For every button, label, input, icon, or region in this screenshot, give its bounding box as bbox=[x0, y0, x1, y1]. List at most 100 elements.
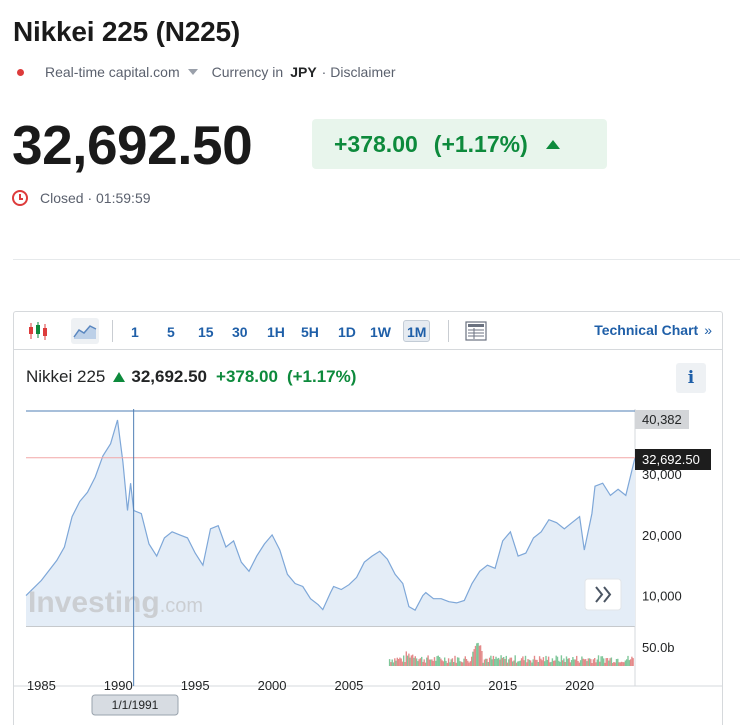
volume-bar bbox=[583, 659, 586, 666]
interval-1d[interactable]: 1D bbox=[338, 324, 356, 340]
volume-bar bbox=[569, 662, 571, 666]
volume-bar bbox=[524, 655, 527, 666]
volume-bar bbox=[496, 658, 498, 666]
volume-bar bbox=[414, 656, 416, 666]
price-line bbox=[25, 419, 636, 612]
x-tick-label: 2010 bbox=[411, 678, 440, 693]
volume-bar bbox=[481, 651, 483, 666]
volume-bar bbox=[444, 657, 446, 666]
live-dot-icon bbox=[17, 68, 24, 76]
volume-bar bbox=[487, 662, 489, 666]
volume-bar bbox=[410, 655, 413, 666]
volume-bar bbox=[554, 660, 556, 666]
volume-bar bbox=[518, 661, 520, 666]
volume-bar bbox=[433, 657, 436, 666]
interval-1[interactable]: 1 bbox=[131, 324, 139, 340]
volume-bar bbox=[504, 659, 506, 666]
volume-bar bbox=[553, 660, 555, 666]
interval-15[interactable]: 15 bbox=[198, 324, 214, 340]
volume-bar bbox=[462, 662, 464, 666]
volume-bar bbox=[446, 662, 448, 666]
volume-bar bbox=[515, 662, 518, 666]
volume-bar bbox=[503, 657, 505, 666]
volume-bar bbox=[574, 659, 577, 666]
volume-bar bbox=[601, 656, 604, 666]
volume-bar bbox=[627, 655, 629, 666]
volume-bar bbox=[460, 661, 463, 666]
volume-bar bbox=[396, 657, 398, 666]
volume-bar bbox=[469, 661, 472, 666]
volume-bar bbox=[399, 657, 401, 666]
volume-bar bbox=[464, 656, 466, 666]
volume-bar bbox=[558, 660, 560, 666]
disclaimer-link[interactable]: · Disclaimer bbox=[321, 64, 396, 80]
volume-bar bbox=[537, 662, 539, 666]
volume-bar bbox=[555, 655, 557, 666]
volume-bar bbox=[509, 657, 511, 666]
volume-bar bbox=[564, 662, 566, 666]
volume-bar bbox=[544, 661, 546, 666]
chevron-down-icon[interactable] bbox=[187, 69, 198, 75]
volume-bar bbox=[432, 660, 434, 666]
volume-bar bbox=[474, 645, 477, 666]
volume-bar bbox=[522, 656, 524, 666]
volume-bar bbox=[449, 662, 451, 666]
volume-bar bbox=[467, 660, 469, 666]
y-tick-label: 30,000 bbox=[642, 467, 682, 482]
volume-bar bbox=[424, 662, 427, 666]
candlestick-icon[interactable] bbox=[24, 318, 52, 344]
volume-bar bbox=[426, 657, 428, 666]
x-tick-label: 1995 bbox=[181, 678, 210, 693]
volume-bar bbox=[541, 660, 543, 666]
volume-bar bbox=[585, 659, 587, 666]
market-status-text: Closed · 01:59:59 bbox=[40, 190, 151, 206]
volume-bar bbox=[595, 662, 597, 666]
technical-chart-link[interactable]: Technical Chart » bbox=[594, 322, 712, 338]
x-tick-label: 2005 bbox=[334, 678, 363, 693]
price-chart[interactable]: Investing.com 10,000 20,000 30,000 1985 199… bbox=[14, 312, 722, 725]
data-source-dropdown[interactable]: Real-time capital.com bbox=[45, 64, 180, 80]
volume-bar bbox=[436, 656, 438, 666]
market-status: Closed · 01:59:59 bbox=[12, 190, 151, 206]
interval-5h[interactable]: 5H bbox=[301, 324, 319, 340]
volume-bar bbox=[494, 659, 496, 666]
volume-bar bbox=[556, 656, 559, 666]
interval-5[interactable]: 5 bbox=[167, 324, 175, 340]
volume-bar bbox=[422, 661, 424, 666]
volume-bar bbox=[533, 655, 536, 666]
volume-bar bbox=[529, 660, 532, 666]
info-button[interactable]: i bbox=[676, 363, 706, 393]
toolbar-divider bbox=[448, 320, 449, 342]
volume-bar bbox=[428, 659, 431, 666]
watermark-logo: Investing.com bbox=[28, 586, 203, 619]
volume-bar bbox=[608, 660, 610, 666]
volume-bar bbox=[579, 660, 582, 666]
volume-bar bbox=[551, 658, 554, 666]
volume-bar bbox=[592, 659, 595, 666]
interval-1m[interactable]: 1M bbox=[403, 320, 431, 342]
interval-1h[interactable]: 1H bbox=[267, 324, 285, 340]
volume-bar bbox=[577, 661, 579, 666]
interval-1w[interactable]: 1W bbox=[370, 324, 391, 340]
clock-icon bbox=[12, 190, 28, 206]
interval-30[interactable]: 30 bbox=[232, 324, 248, 340]
volume-bar bbox=[440, 658, 442, 666]
volume-bar bbox=[591, 663, 593, 666]
volume-bar bbox=[483, 659, 486, 666]
volume-bar bbox=[471, 656, 473, 666]
volume-bar bbox=[536, 659, 538, 666]
volume-bar bbox=[624, 660, 627, 666]
scroll-forward-button[interactable] bbox=[584, 578, 622, 611]
volume-bar bbox=[413, 657, 415, 666]
legend-price: 32,692.50 bbox=[131, 367, 208, 386]
volume-bar bbox=[392, 662, 395, 666]
volume-bar bbox=[600, 656, 602, 666]
table-view-icon[interactable] bbox=[462, 318, 490, 344]
area-chart-icon[interactable] bbox=[71, 318, 99, 344]
volume-bar bbox=[490, 655, 492, 666]
change-percent: (+1.17%) bbox=[433, 130, 528, 157]
volume-bar bbox=[408, 653, 410, 666]
volume-bar bbox=[542, 657, 545, 666]
volume-bar bbox=[597, 655, 600, 666]
volume-bar bbox=[405, 651, 407, 666]
